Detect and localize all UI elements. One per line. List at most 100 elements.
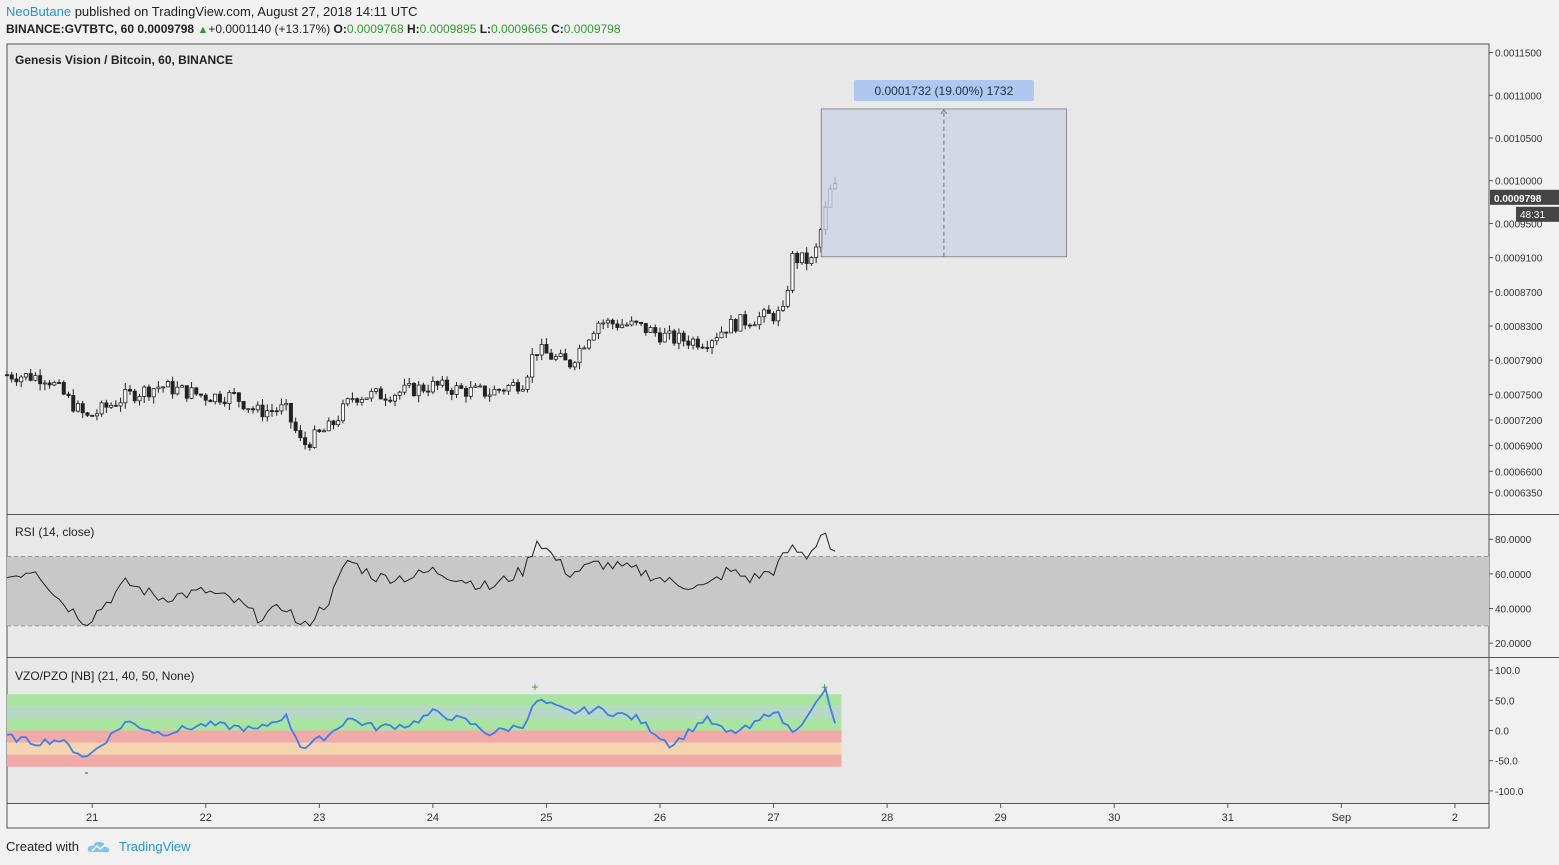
candle bbox=[582, 345, 587, 350]
candle-body bbox=[454, 385, 459, 395]
candle-body bbox=[790, 253, 795, 291]
candle bbox=[421, 382, 426, 394]
vzo-marker: + bbox=[821, 680, 828, 694]
candle-body bbox=[435, 380, 440, 386]
countdown-label: 48:31 bbox=[1520, 210, 1545, 221]
candle-body bbox=[369, 391, 374, 399]
candle-body bbox=[388, 399, 393, 402]
candle bbox=[369, 388, 374, 402]
candle-body bbox=[213, 393, 218, 403]
candle bbox=[728, 314, 733, 334]
candle bbox=[766, 305, 771, 314]
candle-body bbox=[52, 382, 57, 386]
candle-body bbox=[738, 314, 743, 332]
candle bbox=[208, 399, 213, 403]
vzo-zone bbox=[7, 706, 842, 719]
candle-body bbox=[686, 340, 691, 346]
candle bbox=[128, 385, 133, 395]
candle-body bbox=[189, 387, 194, 399]
countdown-tag bbox=[1516, 206, 1559, 222]
candle-body bbox=[705, 347, 710, 349]
candle-body bbox=[781, 305, 786, 311]
candle bbox=[487, 388, 492, 402]
candle-body bbox=[639, 321, 644, 324]
candle-body bbox=[307, 444, 312, 448]
candle-body bbox=[799, 252, 804, 264]
candle-body bbox=[326, 420, 331, 432]
candle-body bbox=[331, 420, 336, 426]
candle-body bbox=[151, 388, 156, 398]
price-tick-label: 0.0006600 bbox=[1495, 467, 1543, 478]
candle bbox=[80, 400, 85, 418]
vzo-tick-label: -100.0 bbox=[1495, 787, 1524, 798]
price-tick-label: 0.0010000 bbox=[1495, 177, 1543, 188]
measure-label-box bbox=[853, 79, 1034, 101]
candle bbox=[568, 359, 573, 370]
candle bbox=[501, 388, 506, 395]
candle bbox=[639, 321, 644, 327]
price-tick-label: 0.0008300 bbox=[1495, 322, 1543, 333]
candle-body bbox=[156, 386, 161, 390]
candle-body bbox=[407, 383, 412, 386]
candle bbox=[648, 325, 653, 333]
candle bbox=[700, 343, 705, 350]
candle bbox=[705, 340, 710, 352]
candle-body bbox=[199, 393, 204, 396]
candle bbox=[279, 398, 284, 415]
open-value: 0.0009768 bbox=[346, 22, 404, 36]
candle bbox=[657, 327, 662, 345]
candle bbox=[194, 387, 199, 396]
candle-body bbox=[501, 389, 506, 392]
candle bbox=[577, 344, 582, 370]
high-label: H: bbox=[406, 22, 420, 36]
price-tick-label: 0.0010500 bbox=[1495, 134, 1543, 145]
candle-body bbox=[624, 324, 629, 327]
up-triangle-icon: ▲ bbox=[197, 24, 209, 36]
candle bbox=[326, 417, 331, 432]
candle bbox=[312, 425, 317, 449]
candle bbox=[66, 391, 71, 398]
candle-body bbox=[672, 330, 677, 344]
candle bbox=[771, 311, 776, 325]
candle bbox=[137, 393, 142, 406]
candle bbox=[255, 401, 260, 413]
candle-body bbox=[752, 324, 757, 327]
author-link[interactable]: NeoButane bbox=[6, 4, 72, 19]
candle-body bbox=[667, 330, 672, 334]
candle bbox=[170, 376, 175, 399]
candle bbox=[710, 339, 715, 355]
candle bbox=[199, 393, 204, 398]
candle bbox=[5, 370, 10, 377]
candle-body bbox=[482, 385, 487, 397]
candle-body bbox=[534, 354, 539, 356]
candle-body bbox=[728, 319, 733, 334]
candle bbox=[151, 388, 156, 404]
candle-body bbox=[426, 390, 431, 393]
candle bbox=[790, 251, 795, 294]
candle-body bbox=[814, 246, 819, 258]
candle-body bbox=[478, 385, 483, 388]
candle-body bbox=[28, 373, 33, 381]
candle bbox=[350, 392, 355, 403]
candle-body bbox=[582, 347, 587, 350]
candle-body bbox=[558, 353, 563, 357]
price-tick-label: 0.0011500 bbox=[1495, 49, 1542, 60]
measure-label: 0.0001732 (19.00%) 1732 bbox=[875, 84, 1014, 98]
tradingview-link[interactable]: TradingView bbox=[118, 839, 191, 854]
candle bbox=[814, 243, 819, 264]
time-tick-label: 31 bbox=[1222, 812, 1234, 824]
candle bbox=[762, 307, 767, 323]
candle bbox=[591, 331, 596, 341]
candle-body bbox=[99, 402, 104, 415]
candle-body bbox=[620, 324, 625, 329]
candle-body bbox=[288, 402, 293, 423]
time-tick-label: 22 bbox=[200, 812, 212, 824]
candle-body bbox=[66, 393, 71, 396]
candle bbox=[118, 397, 123, 412]
candle bbox=[293, 417, 298, 434]
candle bbox=[123, 383, 128, 409]
candle-body bbox=[648, 327, 653, 333]
candle-body bbox=[374, 388, 379, 392]
rsi-tick-label: 60.0000 bbox=[1495, 570, 1532, 581]
